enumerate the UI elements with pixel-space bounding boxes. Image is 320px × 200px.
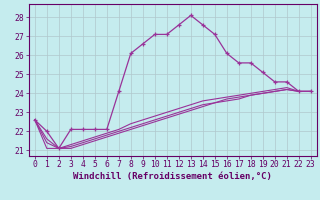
X-axis label: Windchill (Refroidissement éolien,°C): Windchill (Refroidissement éolien,°C)	[73, 172, 272, 181]
